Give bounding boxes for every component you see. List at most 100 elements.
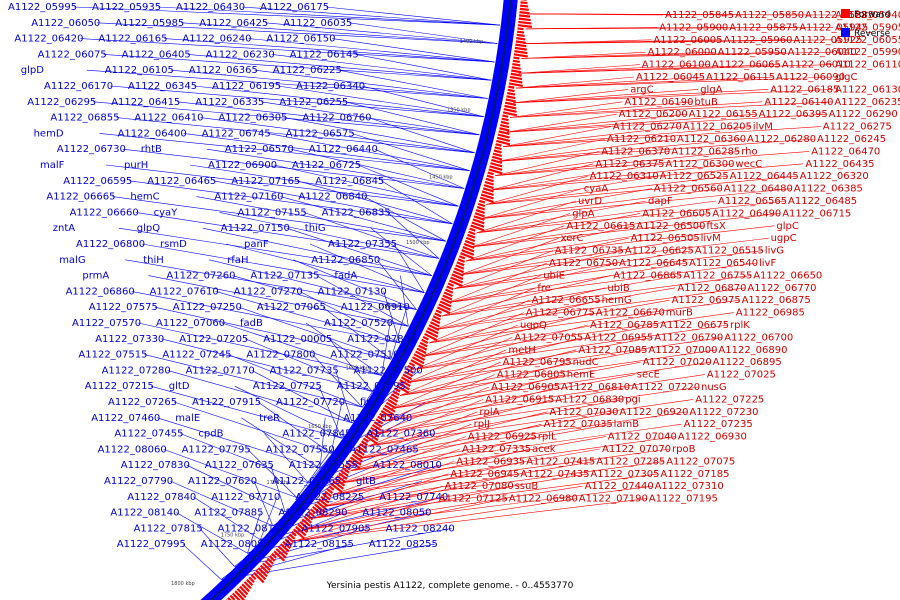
- reverse-gene-label: fadA: [334, 271, 357, 282]
- reverse-gene-label: A1122_07805: [347, 334, 416, 345]
- forward-gene-label: ssuB: [515, 481, 539, 492]
- forward-leader-line: [313, 473, 589, 519]
- legend-forward-swatch: [841, 9, 850, 18]
- forward-gene-label: A1122_06625: [625, 246, 694, 257]
- reverse-leader-line: [338, 69, 488, 99]
- forward-gene-label: A1122_06985: [736, 308, 805, 319]
- forward-leader-line: [414, 324, 519, 370]
- forward-leader-line: [332, 448, 671, 496]
- forward-gene-mark: [407, 364, 415, 371]
- reverse-gene-label: A1122_06575: [286, 128, 355, 139]
- forward-leader-line: [513, 89, 769, 104]
- forward-gene-label: A1122_07080: [445, 481, 514, 492]
- reverse-gene-label: A1122_06900: [208, 160, 277, 171]
- forward-gene-mark: [461, 249, 475, 256]
- reverse-leader-line: [161, 338, 373, 392]
- reverse-leader-line: [241, 417, 321, 469]
- reverse-gene-label: A1122_07135: [250, 271, 319, 282]
- reverse-leader-line: [374, 148, 465, 189]
- reverse-gene-label: A1122_06240: [182, 34, 251, 45]
- forward-gene-label: A1122_06245: [817, 134, 886, 145]
- forward-gene-mark: [257, 567, 268, 578]
- forward-gene-mark: [434, 312, 442, 318]
- reverse-gene-label: A1122_06145: [290, 49, 359, 60]
- forward-gene-mark: [402, 373, 413, 381]
- reverse-gene-label: A1122_06340: [296, 81, 365, 92]
- forward-gene-mark: [264, 560, 273, 568]
- forward-gene-mark: [491, 158, 503, 164]
- forward-gene-label: A1122_07040: [608, 432, 677, 443]
- forward-gene-mark: [347, 459, 361, 470]
- forward-gene-label: rpoB: [672, 444, 696, 455]
- forward-gene-mark: [504, 101, 517, 106]
- forward-gene-mark: [252, 571, 265, 584]
- forward-gene-mark: [307, 511, 315, 518]
- forward-gene-mark: [368, 429, 380, 438]
- forward-gene-mark: [328, 485, 335, 491]
- forward-leader-line: [506, 113, 757, 133]
- forward-gene-mark: [355, 448, 365, 456]
- forward-gene-label: A1122_05875: [729, 22, 798, 33]
- reverse-gene-label: A1122_08165: [272, 476, 341, 487]
- forward-leader-line: [407, 337, 513, 383]
- forward-gene-mark: [511, 69, 522, 74]
- forward-gene-mark: [453, 267, 465, 274]
- forward-gene-label: A1122_06395: [759, 109, 828, 120]
- forward-gene-label: A1122_07335: [462, 444, 531, 455]
- forward-leader-line: [503, 126, 611, 147]
- forward-gene-label: A1122_06560: [654, 184, 723, 195]
- forward-gene-label: secE: [637, 370, 660, 381]
- forward-gene-mark: [482, 187, 494, 193]
- forward-gene-mark: [399, 379, 411, 388]
- forward-gene-mark: [508, 85, 515, 89]
- forward-leader-line: [460, 237, 769, 276]
- forward-gene-label: A1122_06280: [747, 134, 816, 145]
- forward-gene-mark: [359, 442, 367, 450]
- reverse-leader-line: [280, 196, 446, 242]
- reverse-leader-line: [232, 275, 409, 327]
- forward-leader-line: [332, 448, 601, 496]
- forward-gene-mark: [290, 530, 297, 537]
- forward-gene-mark: [241, 583, 250, 593]
- forward-gene-mark: [351, 453, 363, 463]
- reverse-gene-label: rhtB: [141, 144, 162, 155]
- forward-leader-line: [376, 386, 490, 435]
- forward-leader-line: [303, 485, 443, 530]
- forward-gene-label: A1122_06385: [794, 184, 863, 195]
- forward-leader-line: [499, 138, 746, 162]
- forward-gene-label: A1122_05960: [723, 35, 792, 46]
- forward-gene-label: A1122_07305: [590, 469, 659, 480]
- forward-gene-label: A1122_06645: [619, 258, 688, 269]
- reverse-gene-label: A1122_06425: [199, 18, 268, 29]
- forward-gene-mark: [349, 456, 362, 466]
- reverse-gene-label: A1122_07155: [238, 207, 307, 218]
- forward-leader-line: [448, 262, 758, 303]
- forward-gene-label: A1122_06270: [613, 122, 682, 133]
- forward-gene-mark: [324, 490, 332, 498]
- reverse-leader-line: [247, 512, 429, 554]
- forward-gene-mark: [336, 474, 347, 484]
- forward-gene-label: A1122_07195: [649, 494, 718, 505]
- reverse-gene-label: A1122_08255: [369, 539, 438, 550]
- forward-gene-label: wecC: [735, 159, 762, 170]
- reverse-gene-label: malF: [40, 160, 65, 171]
- tick-marks: 1400 kbp 1350 kbp 1450 kbp 1500 kbp 1550 kbp…: [171, 39, 483, 587]
- tick-label: 1750 kbp: [221, 532, 245, 538]
- reverse-leader-line: [187, 54, 492, 81]
- forward-gene-mark: [246, 578, 254, 587]
- forward-gene-mark: [400, 376, 412, 384]
- reverse-leader-line: [97, 22, 498, 44]
- forward-gene-mark: [518, 14, 531, 18]
- reverse-leader-line: [202, 227, 432, 276]
- reverse-gene-label: A1122_07330: [95, 334, 164, 345]
- forward-gene-mark: [243, 581, 252, 590]
- reverse-gene-label: A1122_07060: [156, 318, 225, 329]
- forward-gene-mark: [477, 202, 486, 208]
- forward-gene-label: A1122_06750: [549, 258, 618, 269]
- reverse-gene-label: A1122_07280: [102, 365, 171, 376]
- reverse-leader-line: [196, 196, 446, 242]
- reverse-gene-label: A1122_07520: [324, 318, 393, 329]
- forward-gene-mark: [467, 233, 476, 239]
- reverse-leader-line: [305, 322, 382, 376]
- forward-leader-line: [392, 361, 641, 409]
